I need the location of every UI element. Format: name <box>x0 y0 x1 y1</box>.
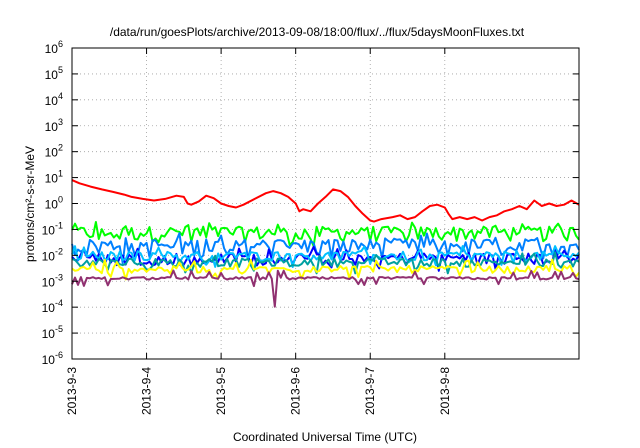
y-tick-label: 100 <box>45 195 63 212</box>
y-tick-label: 105 <box>45 65 63 82</box>
x-tick-label: 2013-9-4 <box>140 367 154 415</box>
y-tick-label: 10-2 <box>42 246 63 263</box>
y-axis-label: protons/cm²-s-sr-MeV <box>23 146 37 262</box>
series-group <box>71 179 580 308</box>
series-line <box>71 258 580 281</box>
y-tick-label: 102 <box>45 143 63 160</box>
x-tick-label: 2013-9-5 <box>214 367 228 415</box>
y-tick-label: 104 <box>45 91 63 108</box>
x-tick-label: 2013-9-8 <box>438 367 452 415</box>
series-line <box>71 232 580 265</box>
y-tick-label: 10-5 <box>42 324 63 341</box>
y-tick-label: 103 <box>45 117 63 134</box>
x-tick-label: 2013-9-6 <box>289 367 303 415</box>
chart-title: /data/run/goesPlots/archive/2013-09-08/1… <box>110 25 525 39</box>
series-line <box>71 269 580 308</box>
x-axis-label: Coordinated Universal Time (UTC) <box>233 430 417 444</box>
series-line <box>71 245 580 268</box>
series-line <box>71 221 580 248</box>
series-line <box>71 179 580 223</box>
x-tick-label: 2013-9-3 <box>65 367 79 415</box>
axis-ticks: 10-6 10-5 10-4 10-3 10-2 10-1 100 101 102 103 104 1… <box>42 39 579 415</box>
y-tick-label: 10-1 <box>42 220 63 237</box>
y-tick-label: 10-4 <box>42 298 63 315</box>
x-tick-label: 2013-9-7 <box>363 367 377 415</box>
y-tick-label: 10-3 <box>42 272 63 289</box>
series-line <box>71 251 580 275</box>
y-tick-label: 106 <box>45 39 63 56</box>
y-tick-label: 10-6 <box>42 350 63 367</box>
y-tick-label: 101 <box>45 169 63 186</box>
grid <box>72 48 579 359</box>
